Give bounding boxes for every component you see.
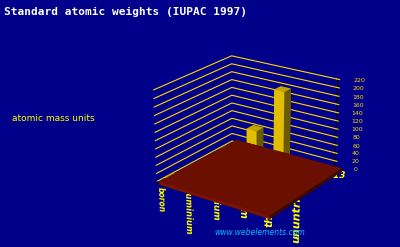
Text: Standard atomic weights (IUPAC 1997): Standard atomic weights (IUPAC 1997) [4,7,247,18]
Text: atomic mass units: atomic mass units [12,114,95,123]
Text: www.webelements.com: www.webelements.com [215,228,305,237]
